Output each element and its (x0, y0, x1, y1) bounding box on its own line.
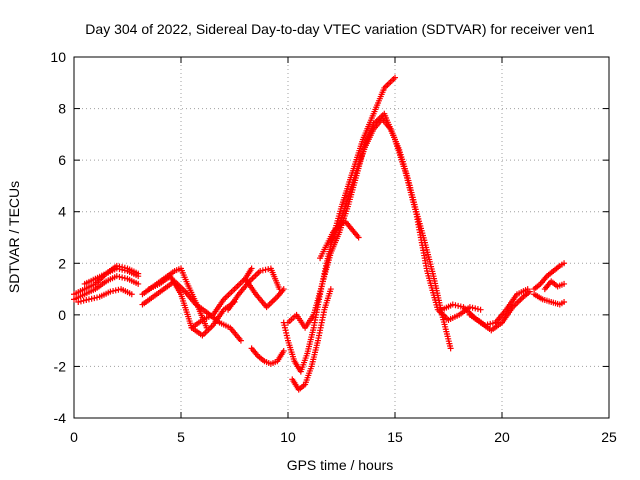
data-point (119, 274, 126, 281)
data-point (262, 266, 269, 273)
data-point (77, 298, 84, 305)
data-point (561, 280, 568, 287)
data-point (489, 320, 496, 327)
series-sat-l (280, 74, 398, 375)
data-point (355, 234, 362, 241)
data-point (116, 263, 123, 270)
x-tick-label: 20 (494, 429, 510, 445)
data-point (121, 275, 128, 282)
series-sat-a (71, 273, 142, 303)
data-point (259, 267, 266, 274)
y-axis-label: SDTVAR / TECUs (6, 181, 22, 293)
y-tick-label: 2 (58, 255, 66, 271)
data-point (455, 302, 462, 309)
x-tick-label: 25 (601, 429, 617, 445)
data-point (119, 264, 126, 271)
data-point (80, 297, 87, 304)
data-point (91, 295, 98, 302)
series-sat-d (75, 286, 135, 305)
data-point (75, 298, 82, 305)
series-sat-k (242, 275, 287, 311)
data-point (457, 303, 464, 310)
plot-frame (73, 56, 610, 419)
chart-title: Day 304 of 2022, Sidereal Day-to-day VTE… (85, 21, 595, 37)
y-tick-label: 4 (58, 204, 66, 220)
series-sat-c (81, 262, 142, 287)
data-point (135, 270, 142, 277)
y-tick-label: 0 (58, 307, 66, 323)
y-tick-label: 10 (50, 49, 66, 65)
data-point (561, 260, 568, 267)
axis-ticks: 0 5 10 15 20 25 -4 -2 0 2 4 6 8 10 (50, 49, 617, 445)
data-point (128, 291, 135, 298)
data-point (112, 287, 119, 294)
data-point (85, 296, 92, 303)
x-tick-label: 15 (387, 429, 403, 445)
data-point (452, 302, 459, 309)
data-point (135, 280, 142, 287)
data-point (472, 305, 479, 312)
series-sat-u (541, 278, 568, 293)
data-point (526, 288, 533, 295)
data-point (280, 347, 287, 354)
data-point (477, 306, 484, 313)
series-sat-q (439, 286, 531, 329)
data-point (83, 297, 90, 304)
data-point (447, 345, 454, 352)
series-sat-p (317, 219, 362, 262)
series-sat-t (531, 291, 568, 308)
data-point (449, 301, 456, 308)
data-point (327, 286, 334, 293)
series-sat-r (466, 288, 533, 334)
series-sat-s (531, 260, 568, 293)
data-point (487, 320, 494, 327)
y-tick-label: 6 (58, 152, 66, 168)
data-point (237, 337, 244, 344)
data-point (466, 304, 473, 311)
data-point (469, 304, 476, 311)
data-point (113, 273, 120, 280)
data-point (265, 266, 272, 273)
y-tick-label: 8 (58, 101, 66, 117)
series-sat-h (188, 265, 255, 331)
x-tick-label: 5 (177, 429, 185, 445)
data-point (94, 294, 101, 301)
series-sat-o (327, 115, 454, 352)
data-point (113, 262, 120, 269)
series-sat-n (289, 286, 334, 393)
data-point (257, 268, 264, 275)
x-tick-label: 0 (70, 429, 78, 445)
x-tick-label: 10 (280, 429, 296, 445)
data-point (248, 265, 255, 272)
y-tick-label: -4 (54, 410, 67, 426)
grid (74, 57, 609, 418)
data-point (116, 273, 123, 280)
data-point (392, 74, 398, 81)
data-point (121, 264, 128, 271)
data-point (88, 295, 95, 302)
data-point (107, 288, 114, 295)
data-point (110, 288, 117, 295)
data-point (474, 306, 481, 313)
data-point (561, 298, 568, 305)
series-sat-j (248, 345, 287, 367)
series-sat-m (285, 110, 484, 331)
y-tick-label: -2 (54, 358, 67, 374)
data-points (71, 74, 568, 393)
data-point (280, 286, 287, 293)
x-axis-label: GPS time / hours (287, 457, 394, 473)
